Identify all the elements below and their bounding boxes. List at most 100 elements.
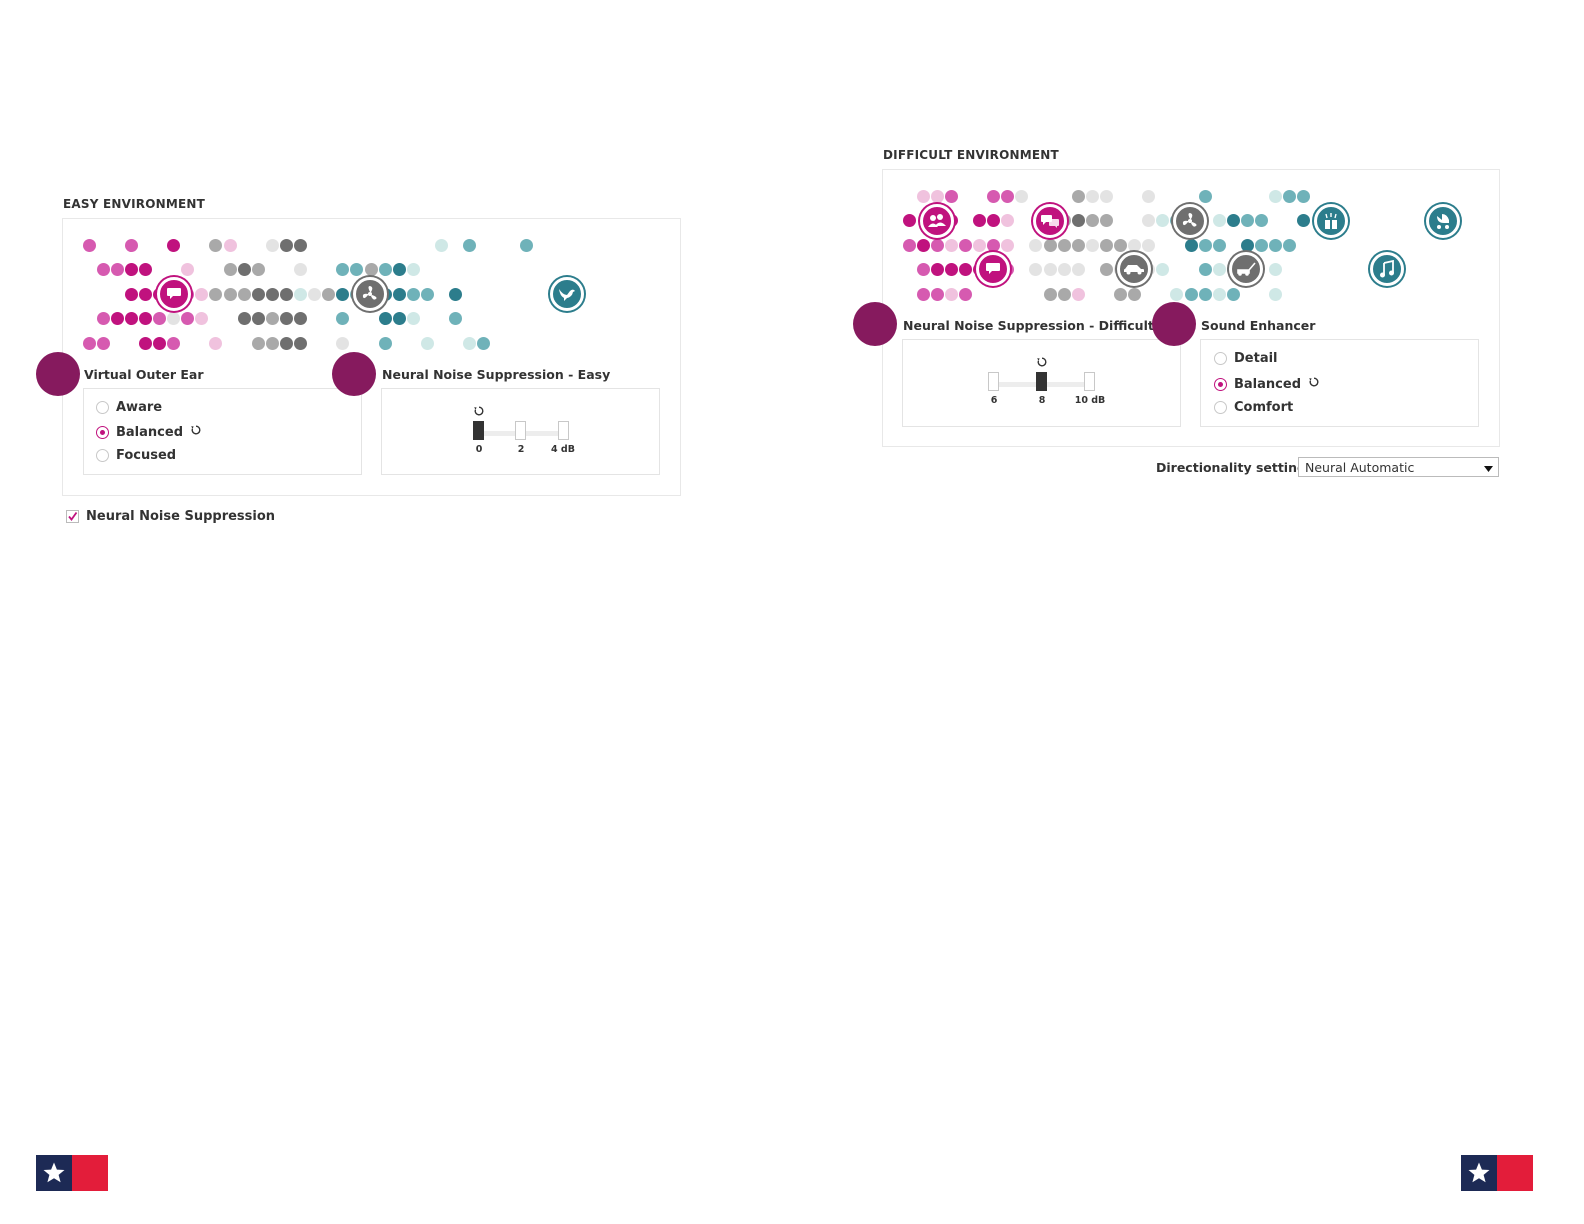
scene-dot — [930, 287, 944, 301]
scene-dot — [1071, 238, 1085, 252]
scene-dot — [1297, 214, 1311, 227]
nns-difficult-tick-label-8: 8 — [1038, 395, 1046, 406]
radio-comfort[interactable]: Comfort — [1214, 400, 1293, 415]
scene-dot — [477, 336, 491, 350]
scene-dot — [294, 312, 307, 325]
radio-comfort-label: Comfort — [1234, 400, 1294, 415]
directionality-label: Directionality settings — [1156, 460, 1314, 475]
scene-dot — [1156, 263, 1170, 276]
scene-dot — [1043, 263, 1057, 276]
scene-dot — [279, 238, 293, 252]
scene-dot — [209, 336, 223, 350]
scene-dot — [1128, 287, 1142, 301]
scene-dot — [392, 312, 406, 325]
radio-detail[interactable]: Detail — [1214, 351, 1278, 366]
scene-dot — [1001, 238, 1015, 252]
scene-dot — [1269, 263, 1283, 276]
nns-easy-tick-4[interactable] — [558, 421, 569, 440]
radio-focused[interactable]: Focused — [96, 448, 176, 463]
scene-dot — [167, 238, 181, 252]
callout-bubble-1 — [36, 352, 80, 396]
directionality-select[interactable]: Neural Automatic — [1298, 457, 1499, 477]
scene-dot — [1212, 214, 1226, 227]
scene-dot — [279, 336, 293, 350]
scene-dot — [1071, 214, 1085, 227]
radio-aware-circle[interactable] — [96, 401, 109, 414]
scene-dot — [209, 238, 223, 252]
radio-comfort-circle[interactable] — [1214, 401, 1227, 414]
nns-checkbox[interactable] — [66, 510, 79, 523]
virtual-outer-ear-panel: Aware Balanced Focused — [83, 388, 362, 475]
scene-dot — [1142, 238, 1156, 252]
scene-dot — [82, 238, 96, 252]
scene-dot — [251, 287, 265, 301]
nns-easy-title: Neural Noise Suppression - Easy — [382, 367, 611, 382]
scene-dot — [420, 336, 434, 350]
scene-dot — [181, 312, 195, 325]
chevron-down-icon[interactable] — [1484, 460, 1498, 475]
scene-dot — [181, 263, 195, 276]
scene-dot — [1142, 214, 1156, 227]
radio-detail-circle[interactable] — [1214, 352, 1227, 365]
scene-dot — [1128, 238, 1142, 252]
scene-dot — [1184, 238, 1198, 252]
nns-difficult-tick-10[interactable] — [1084, 372, 1095, 391]
radio-aware[interactable]: Aware — [96, 400, 162, 415]
scene-dot — [1099, 189, 1113, 203]
nns-difficult-slider-handle[interactable] — [1036, 372, 1047, 391]
radio-balanced[interactable]: Balanced — [96, 424, 202, 440]
applause-icon — [1314, 204, 1348, 238]
nns-checkbox-row[interactable]: Neural Noise Suppression — [66, 509, 275, 524]
fan-icon — [353, 277, 387, 311]
scene-dot — [930, 263, 944, 276]
crowd-icon — [920, 204, 954, 238]
scene-dot — [1283, 189, 1297, 203]
nns-easy-tick-2[interactable] — [515, 421, 526, 440]
scene-dot — [223, 287, 237, 301]
scene-dot — [406, 312, 420, 325]
reset-icon[interactable] — [473, 402, 485, 421]
scene-dot — [1184, 287, 1198, 301]
reset-icon[interactable] — [1036, 353, 1048, 372]
scene-dot — [916, 238, 930, 252]
scene-dot — [251, 263, 265, 276]
scene-dot — [294, 263, 307, 276]
scene-dot — [336, 312, 350, 325]
scene-dot — [195, 312, 209, 325]
scene-dot — [930, 238, 944, 252]
star-icon — [43, 1162, 65, 1183]
reset-icon[interactable] — [1308, 376, 1320, 392]
scene-dot — [265, 336, 279, 350]
speech-bubble-icon — [157, 277, 191, 311]
scene-dot — [336, 336, 350, 350]
scene-dot — [1085, 214, 1099, 227]
scene-dot — [435, 238, 448, 252]
scene-dot — [195, 287, 209, 301]
reset-icon[interactable] — [190, 424, 202, 440]
scene-dot — [1099, 214, 1113, 227]
scene-dot — [449, 312, 463, 325]
nns-difficult-tick-6[interactable] — [988, 372, 999, 391]
scene-dot — [902, 214, 916, 227]
scene-dot — [1029, 238, 1043, 252]
scene-dot — [987, 189, 1001, 203]
scene-dot — [987, 214, 1001, 227]
radio-balanced-enhancer-circle[interactable] — [1214, 377, 1227, 391]
scene-dot — [378, 336, 392, 350]
scene-dot — [1269, 287, 1283, 301]
scene-dot — [944, 238, 958, 252]
scene-dot — [1240, 238, 1254, 252]
scene-dot — [1114, 238, 1127, 252]
directionality-select-value: Neural Automatic — [1305, 459, 1415, 475]
radio-balanced-circle[interactable] — [96, 425, 109, 439]
scene-dot — [96, 312, 110, 325]
scene-dot — [294, 287, 307, 301]
radio-focused-circle[interactable] — [96, 449, 109, 462]
radio-balanced-enhancer[interactable]: Balanced — [1214, 376, 1320, 392]
scene-dot — [1226, 214, 1240, 227]
scene-dot — [279, 287, 293, 301]
radio-balanced-label: Balanced — [116, 424, 183, 440]
brand-logo-left — [36, 1155, 108, 1191]
difficult-environment-title: DIFFICULT ENVIRONMENT — [883, 148, 1059, 162]
nns-easy-slider-handle[interactable] — [473, 421, 484, 440]
